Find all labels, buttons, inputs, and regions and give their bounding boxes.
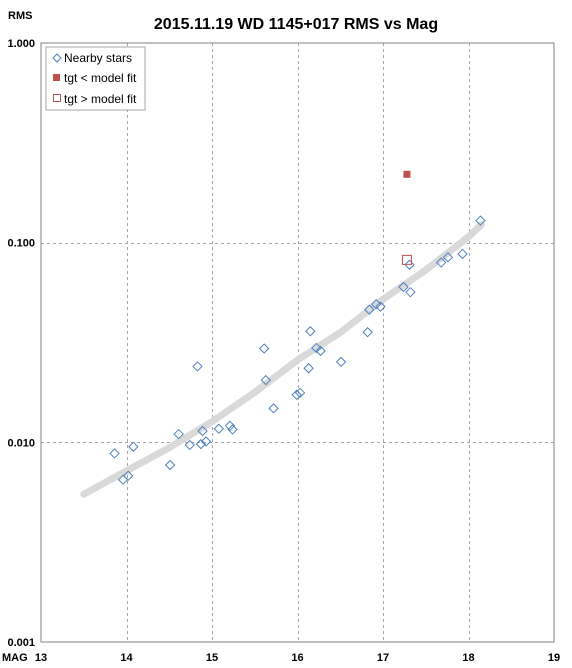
nearby-star-point (173, 428, 184, 440)
legend-label-tgt-above-fit: tgt > model fit (64, 92, 137, 106)
nearby-star-point (370, 298, 382, 310)
target-above-fit-point (401, 254, 412, 265)
x-tick-label: 14 (120, 652, 133, 664)
nearby-star-point (164, 459, 176, 471)
nearby-star-point (224, 420, 236, 432)
nearby-star-point (398, 281, 409, 293)
nearby-star-point (109, 448, 120, 459)
nearby-star-point (258, 343, 270, 354)
nearby-star-point (435, 257, 447, 268)
nearby-star-point (404, 259, 415, 270)
y-tick-label: 0.100 (7, 238, 35, 250)
nearby-star-point (442, 252, 454, 263)
nearby-star-point (335, 356, 347, 368)
x-tick-label: 17 (377, 652, 389, 664)
x-tick-label: 18 (462, 652, 474, 664)
nearby-star-point (227, 424, 238, 435)
nearby-star-point (128, 441, 139, 452)
y-axis-label: RMS (8, 10, 32, 22)
nearby-star-point (192, 361, 203, 372)
model-fit-curve (80, 221, 485, 498)
legend-diamond-marker (52, 53, 62, 63)
y-tick-label: 0.010 (7, 437, 35, 449)
nearby-star-point (475, 215, 486, 226)
legend-label-nearby-stars: Nearby stars (64, 51, 132, 65)
nearby-star-point (260, 374, 272, 386)
legend-box (45, 46, 146, 111)
x-axis-label: MAG (2, 652, 28, 664)
nearby-star-point (184, 439, 195, 451)
chart-title: 2015.11.19 WD 1145+017 RMS vs Mag (154, 16, 438, 33)
nearby-star-point (405, 286, 416, 298)
nearby-star-point (457, 248, 468, 260)
plot-area-frame (40, 42, 555, 643)
nearby-star-point (123, 470, 134, 481)
nearby-star-point (195, 438, 207, 450)
y-tick-label: 1.000 (7, 38, 35, 50)
x-tick-label: 19 (548, 652, 560, 664)
nearby-star-point (305, 326, 316, 337)
nearby-star-point (311, 342, 322, 354)
nearby-star-point (213, 423, 225, 434)
nearby-star-point (375, 301, 386, 312)
nearby-star-point (200, 436, 212, 447)
x-tick-label: 13 (35, 652, 47, 664)
x-tick-labels: 13 14 15 16 17 18 19 (35, 652, 560, 664)
gridlines (41, 43, 554, 642)
nearby-star-point (197, 425, 208, 437)
legend: Nearby stars tgt < model fit tgt > model… (45, 46, 146, 111)
legend-open-square-marker (53, 94, 61, 102)
y-tick-label: 0.001 (7, 637, 35, 649)
nearby-star-point (294, 387, 306, 399)
x-tick-label: 15 (206, 652, 218, 664)
nearby-star-point (364, 304, 375, 315)
legend-filled-square-marker (53, 74, 60, 81)
y-tick-labels: 0.001 0.010 0.100 1.000 (7, 38, 35, 649)
nearby-star-point (362, 327, 373, 338)
legend-label-tgt-below-fit: tgt < model fit (64, 71, 137, 85)
model-fit-layer (80, 221, 485, 498)
nearby-star-point (268, 403, 279, 414)
target-below-fit-point (403, 170, 411, 178)
x-tick-label: 16 (291, 652, 303, 664)
nearby-star-point (303, 363, 314, 374)
data-points (109, 170, 486, 485)
nearby-star-point (291, 389, 302, 401)
nearby-star-point (315, 345, 326, 357)
